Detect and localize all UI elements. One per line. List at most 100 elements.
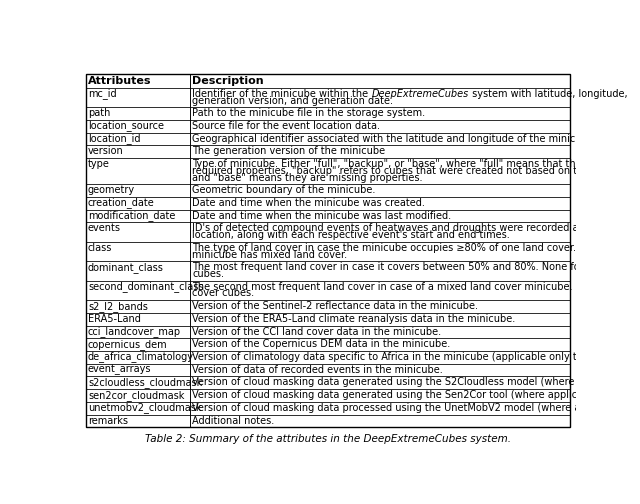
Text: ID's of detected compound events of heatwaves and droughts were recorded at the : ID's of detected compound events of heat… bbox=[192, 223, 640, 233]
Text: system with latitude, longitude,: system with latitude, longitude, bbox=[468, 89, 627, 99]
Text: cover cubes.: cover cubes. bbox=[192, 288, 254, 298]
Text: Version of the CCI land cover data in the minicube.: Version of the CCI land cover data in th… bbox=[192, 327, 441, 337]
Text: Identifier of the minicube within the: Identifier of the minicube within the bbox=[192, 89, 371, 99]
Text: Version of climatology data specific to Africa in the minicube (applicable only : Version of climatology data specific to … bbox=[192, 352, 640, 362]
Bar bbox=[190, 107, 570, 120]
Text: events: events bbox=[88, 223, 121, 233]
Bar bbox=[190, 133, 570, 145]
Bar bbox=[86, 364, 190, 376]
Text: cci_landcover_map: cci_landcover_map bbox=[88, 326, 181, 337]
Text: remarks: remarks bbox=[88, 416, 128, 425]
Bar bbox=[86, 389, 190, 402]
Text: dominant_class: dominant_class bbox=[88, 262, 164, 273]
Text: mc_id: mc_id bbox=[88, 88, 116, 99]
Bar bbox=[190, 389, 570, 402]
Bar bbox=[86, 107, 190, 120]
Bar bbox=[86, 326, 190, 338]
Bar bbox=[86, 300, 190, 313]
Text: cubes.: cubes. bbox=[192, 269, 224, 279]
Bar bbox=[86, 197, 190, 210]
Text: Table 2: Summary of the attributes in the DeepExtremeCubes system.: Table 2: Summary of the attributes in th… bbox=[145, 434, 511, 444]
Bar bbox=[86, 74, 190, 88]
Text: location_id: location_id bbox=[88, 133, 140, 144]
Text: Version of the ERA5-Land climate reanalysis data in the minicube.: Version of the ERA5-Land climate reanaly… bbox=[192, 314, 515, 324]
Bar bbox=[190, 376, 570, 389]
Bar bbox=[86, 210, 190, 222]
Bar bbox=[190, 74, 570, 88]
Bar bbox=[190, 351, 570, 364]
Bar bbox=[190, 300, 570, 313]
Bar bbox=[86, 402, 190, 414]
Text: class: class bbox=[88, 243, 112, 253]
Text: version: version bbox=[88, 146, 124, 156]
Text: The most frequent land cover in case it covers between 50% and 80%. None for pur: The most frequent land cover in case it … bbox=[192, 262, 640, 272]
Text: second_dominant_class: second_dominant_class bbox=[88, 281, 204, 292]
Text: copernicus_dem: copernicus_dem bbox=[88, 339, 168, 350]
Text: The second most frequent land cover in case of a mixed land cover minicube. None: The second most frequent land cover in c… bbox=[192, 282, 640, 292]
Text: Version of the Sentinel-2 reflectance data in the minicube.: Version of the Sentinel-2 reflectance da… bbox=[192, 301, 478, 311]
Bar bbox=[190, 184, 570, 197]
Text: DeepExtremeCubes: DeepExtremeCubes bbox=[371, 89, 468, 99]
Text: required properties, "backup" refers to cubes that were created not based on the: required properties, "backup" refers to … bbox=[192, 166, 640, 176]
Text: Path to the minicube file in the storage system.: Path to the minicube file in the storage… bbox=[192, 108, 425, 118]
Text: minicube has mixed land cover.: minicube has mixed land cover. bbox=[192, 249, 347, 260]
Text: Type of minicube. Either "full", "backup", or "base", where "full" means that th: Type of minicube. Either "full", "backup… bbox=[192, 159, 640, 169]
Bar bbox=[190, 338, 570, 351]
Text: geometry: geometry bbox=[88, 185, 135, 195]
Text: Version of the Copernicus DEM data in the minicube.: Version of the Copernicus DEM data in th… bbox=[192, 339, 451, 349]
Text: Source file for the event location data.: Source file for the event location data. bbox=[192, 121, 380, 131]
Text: Date and time when the minicube was created.: Date and time when the minicube was crea… bbox=[192, 198, 425, 208]
Bar bbox=[86, 313, 190, 326]
Bar bbox=[86, 376, 190, 389]
Bar bbox=[86, 120, 190, 133]
Text: The generation version of the minicube: The generation version of the minicube bbox=[192, 146, 385, 156]
Bar bbox=[190, 281, 570, 300]
Bar bbox=[190, 210, 570, 222]
Text: s2_l2_bands: s2_l2_bands bbox=[88, 301, 148, 311]
Text: location_source: location_source bbox=[88, 120, 164, 132]
Text: Attributes: Attributes bbox=[88, 76, 152, 86]
Bar bbox=[190, 313, 570, 326]
Bar bbox=[86, 158, 190, 184]
Bar bbox=[86, 242, 190, 261]
Text: Version of cloud masking data generated using the Sen2Cor tool (where applicable: Version of cloud masking data generated … bbox=[192, 390, 605, 400]
Bar bbox=[86, 133, 190, 145]
Text: and "base" means they are missing properties.: and "base" means they are missing proper… bbox=[192, 172, 422, 182]
Text: The type of land cover in case the minicube occupies ≥80% of one land cover. Non: The type of land cover in case the minic… bbox=[192, 243, 633, 253]
Bar bbox=[86, 184, 190, 197]
Bar bbox=[190, 261, 570, 281]
Text: type: type bbox=[88, 159, 110, 169]
Bar bbox=[190, 158, 570, 184]
Bar bbox=[190, 197, 570, 210]
Text: event_arrays: event_arrays bbox=[88, 364, 152, 375]
Bar bbox=[190, 120, 570, 133]
Text: location, along with each respective event's start and end times.: location, along with each respective eve… bbox=[192, 230, 510, 240]
Bar bbox=[190, 145, 570, 158]
Bar bbox=[86, 222, 190, 242]
Bar bbox=[190, 88, 570, 107]
Text: Additional notes.: Additional notes. bbox=[192, 416, 275, 425]
Bar bbox=[86, 88, 190, 107]
Bar bbox=[190, 242, 570, 261]
Text: modification_date: modification_date bbox=[88, 210, 175, 221]
Text: ERA5-Land: ERA5-Land bbox=[88, 314, 141, 324]
Text: Date and time when the minicube was last modified.: Date and time when the minicube was last… bbox=[192, 211, 451, 221]
Text: s2cloudless_cloudmask: s2cloudless_cloudmask bbox=[88, 377, 202, 388]
Text: de_africa_climatology: de_africa_climatology bbox=[88, 352, 194, 362]
Text: Version of cloud masking data generated using the S2Cloudless model (where appli: Version of cloud masking data generated … bbox=[192, 377, 635, 388]
Bar bbox=[86, 351, 190, 364]
Bar bbox=[86, 145, 190, 158]
Bar bbox=[86, 261, 190, 281]
Text: Geometric boundary of the minicube.: Geometric boundary of the minicube. bbox=[192, 185, 376, 195]
Bar bbox=[190, 402, 570, 414]
Text: Version of data of recorded events in the minicube.: Version of data of recorded events in th… bbox=[192, 365, 443, 374]
Text: generation version, and generation date.: generation version, and generation date. bbox=[192, 96, 393, 105]
Bar bbox=[86, 338, 190, 351]
Text: Geographical identifier associated with the latitude and longitude of the minicu: Geographical identifier associated with … bbox=[192, 134, 596, 144]
Bar bbox=[190, 326, 570, 338]
Bar bbox=[86, 414, 190, 427]
Text: creation_date: creation_date bbox=[88, 198, 155, 209]
Text: path: path bbox=[88, 108, 110, 118]
Text: unetmobv2_cloudmask: unetmobv2_cloudmask bbox=[88, 402, 202, 413]
Text: sen2cor_cloudmask: sen2cor_cloudmask bbox=[88, 390, 184, 401]
